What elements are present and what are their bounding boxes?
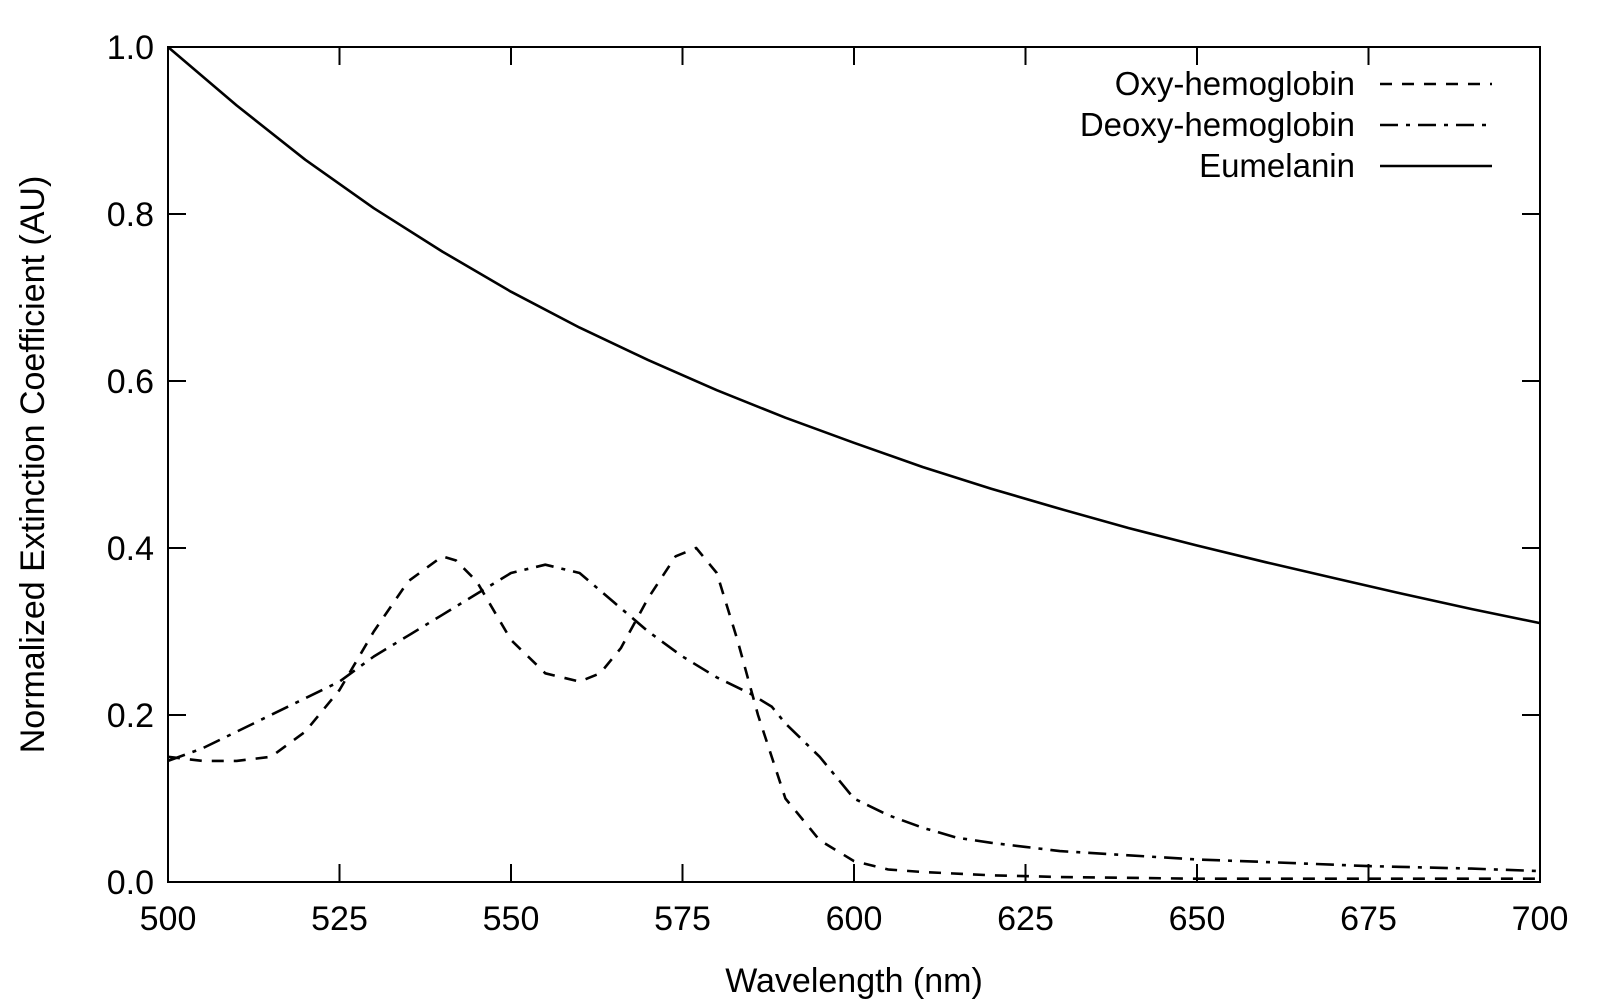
x-tick-label: 675: [1340, 900, 1397, 938]
y-tick-label: 0.0: [107, 864, 154, 902]
legend-label: Eumelanin: [1199, 147, 1355, 184]
y-tick-label: 0.8: [107, 196, 154, 234]
x-tick-label: 550: [483, 900, 540, 938]
x-tick-label: 575: [654, 900, 711, 938]
x-tick-label: 600: [826, 900, 883, 938]
legend-label: Oxy-hemoglobin: [1115, 65, 1355, 102]
y-axis: 0.0 0.2 0.4 0.6 0.8 1.0: [107, 29, 1540, 902]
y-tick-label: 0.4: [107, 530, 154, 568]
y-tick-label: 1.0: [107, 29, 154, 67]
y-tick-label: 0.2: [107, 697, 154, 735]
series-line-deoxy-hemoglobin: [167, 563, 1541, 873]
y-tick-label: 0.6: [107, 363, 154, 401]
x-tick-label: 500: [140, 900, 197, 938]
series-line-eumelanin: [167, 46, 1541, 625]
x-axis: 500 525 550 575 600 625 650 675 700: [140, 47, 1569, 938]
x-tick-label: 525: [311, 900, 368, 938]
x-axis-title: Wavelength (nm): [725, 962, 983, 1000]
legend: Oxy-hemoglobin Deoxy-hemoglobin Eumelanin: [1080, 65, 1492, 184]
series-layer: [167, 46, 1541, 880]
x-tick-label: 625: [997, 900, 1054, 938]
series-line-oxy-hemoglobin: [167, 546, 1540, 880]
y-axis-title: Normalized Extinction Coefficient (AU): [14, 176, 52, 754]
legend-label: Deoxy-hemoglobin: [1080, 106, 1355, 143]
x-tick-label: 700: [1512, 900, 1569, 938]
x-tick-label: 650: [1169, 900, 1226, 938]
